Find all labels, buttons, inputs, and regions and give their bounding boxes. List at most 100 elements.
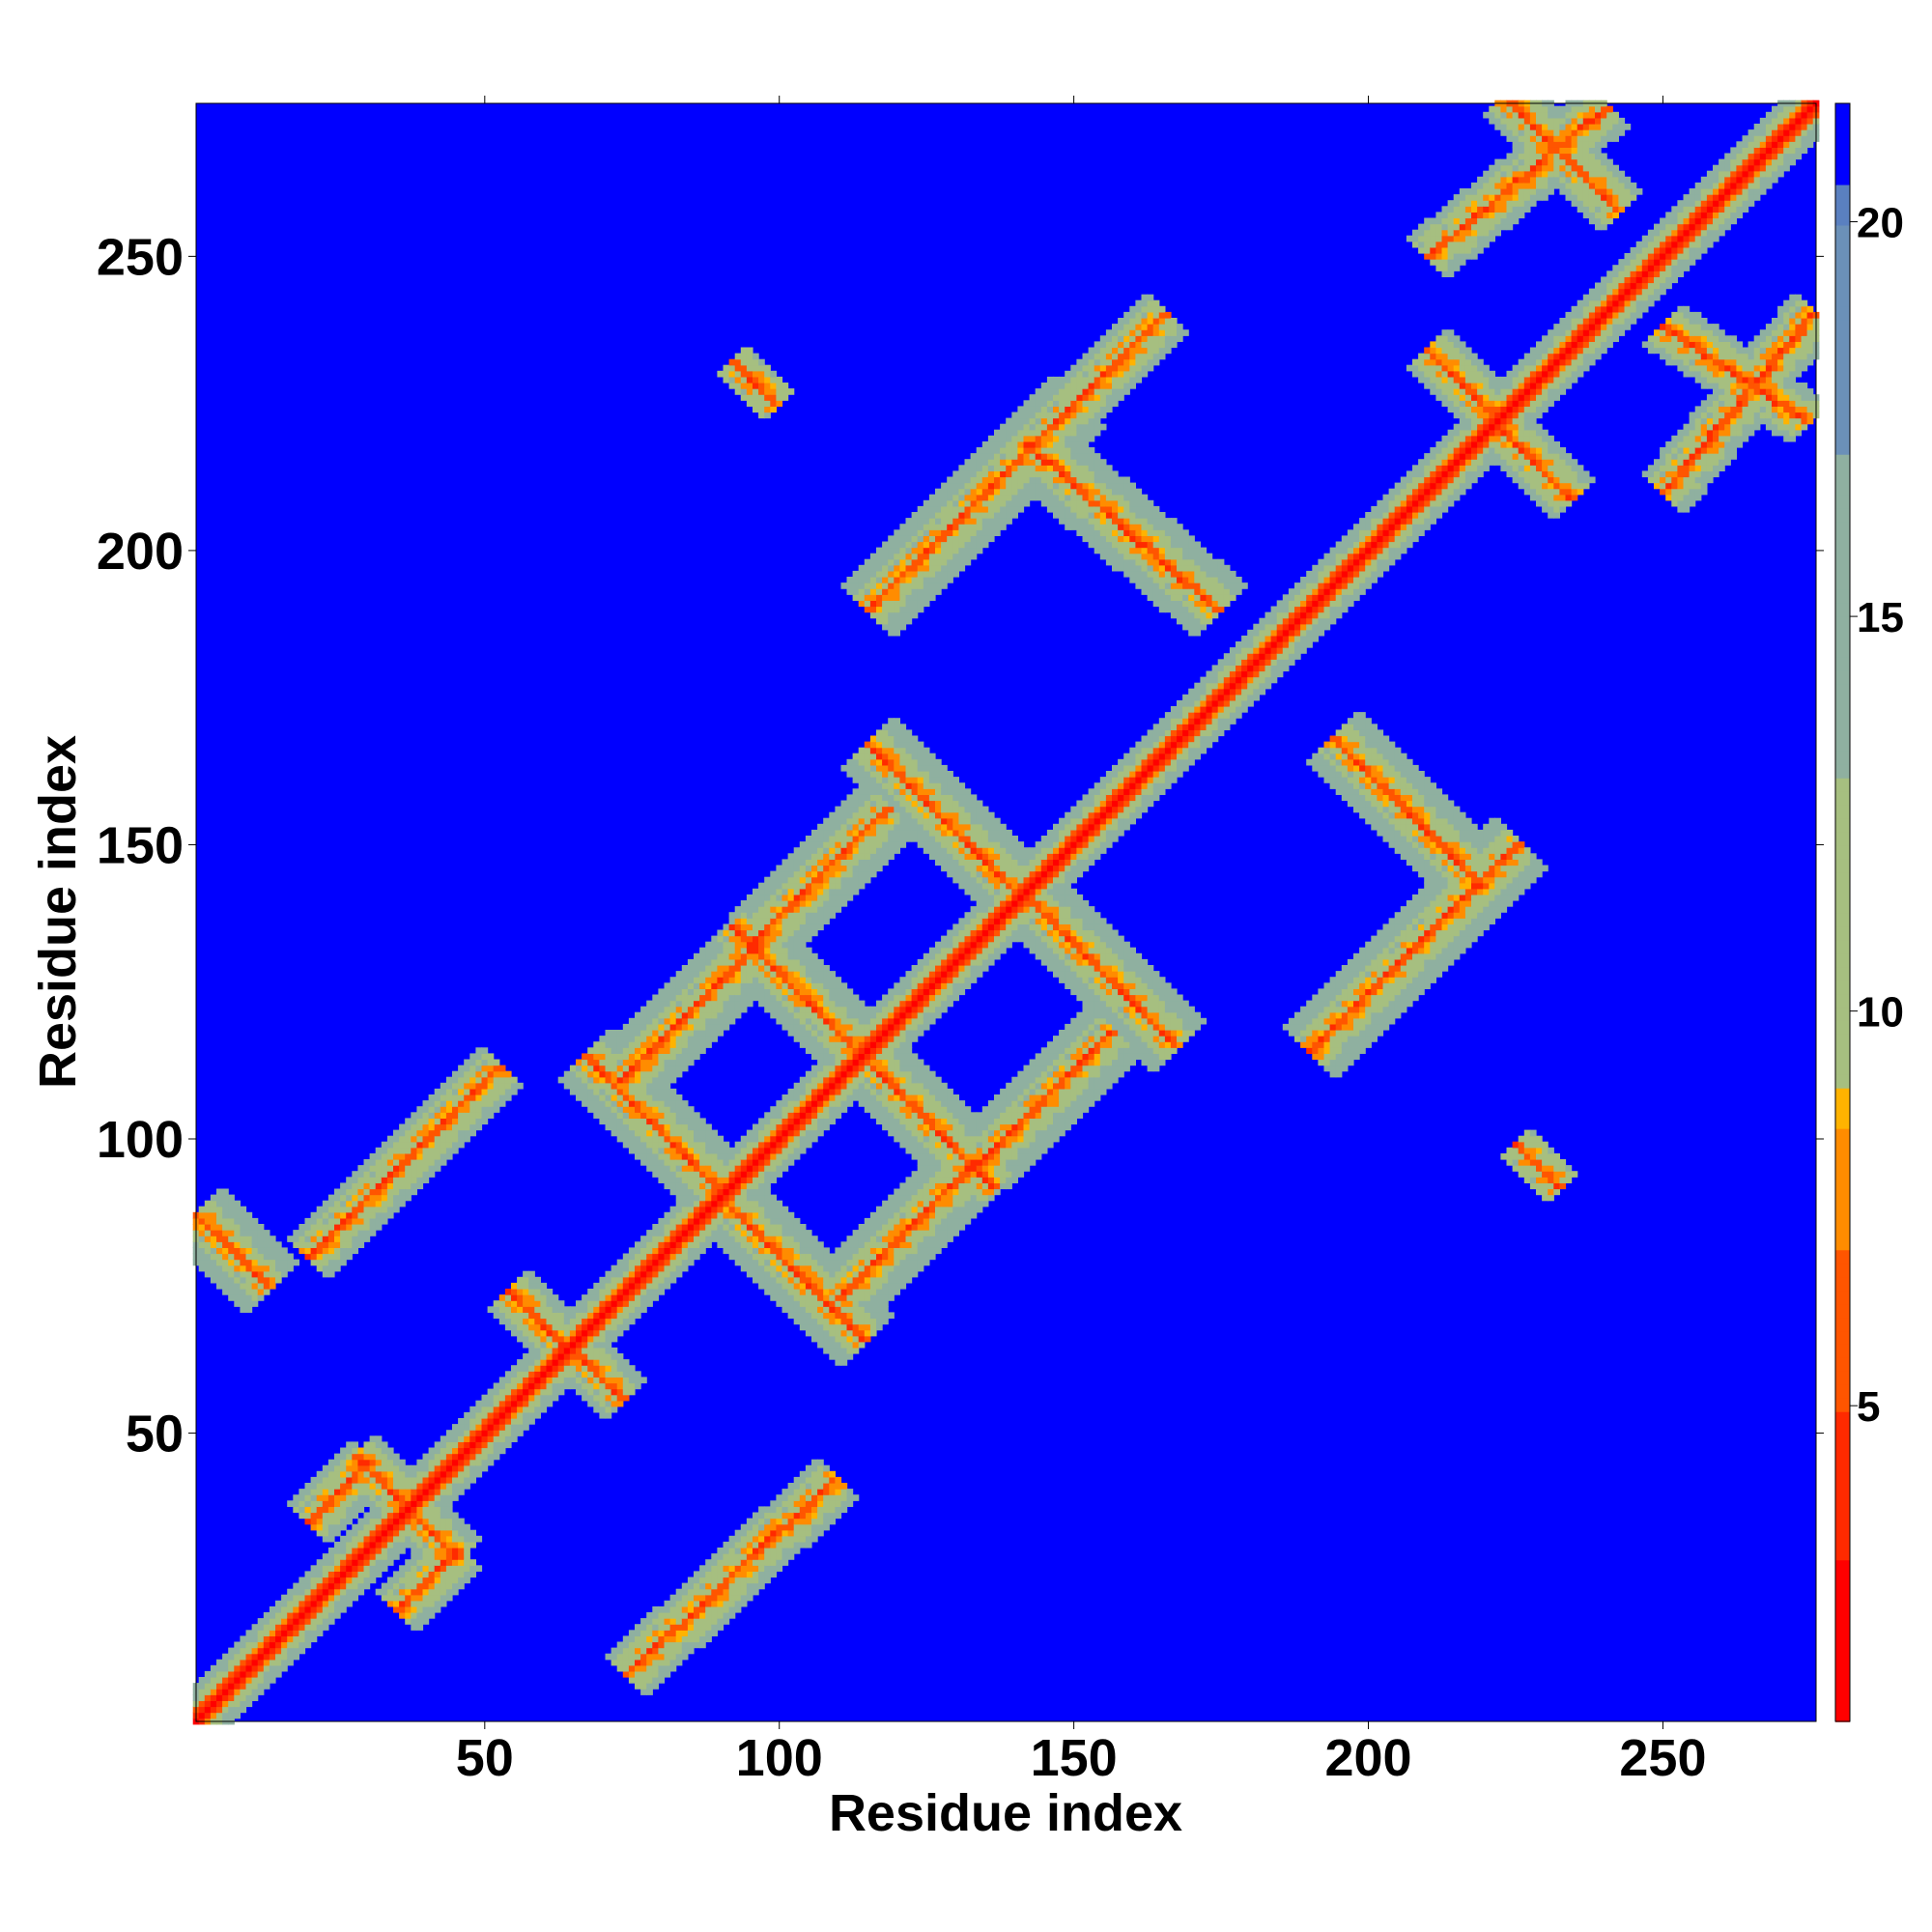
heatmap-cell: [546, 1394, 554, 1402]
heatmap-cell: [858, 865, 866, 872]
heatmap-cell: [487, 1447, 495, 1455]
heatmap-cell: [399, 1152, 406, 1160]
heatmap-cell: [734, 952, 742, 960]
heatmap-cell: [675, 1011, 683, 1019]
heatmap-cell: [440, 1100, 447, 1107]
heatmap-cell: [717, 1030, 724, 1037]
heatmap-cell: [728, 1571, 736, 1578]
heatmap-cell: [781, 906, 789, 913]
heatmap-cell: [770, 1123, 777, 1131]
heatmap-cell: [811, 1106, 818, 1113]
heatmap-cell: [740, 1147, 748, 1154]
heatmap-cell: [475, 1106, 483, 1113]
heatmap-cell: [511, 1300, 518, 1307]
heatmap-cell: [334, 1494, 341, 1501]
heatmap-cell: [322, 1624, 329, 1631]
heatmap-cell: [717, 971, 724, 978]
heatmap-cell: [776, 1112, 783, 1119]
heatmap-cell: [734, 1011, 742, 1019]
heatmap-cell: [210, 1264, 217, 1272]
heatmap-cell: [817, 1470, 824, 1478]
heatmap-cell: [846, 1247, 854, 1255]
heatmap-cell: [829, 1341, 836, 1349]
heatmap-cell: [251, 1664, 259, 1672]
heatmap-cell: [858, 570, 866, 578]
heatmap-cell: [858, 1059, 866, 1066]
heatmap-cell: [399, 1518, 406, 1525]
heatmap-cell: [817, 1076, 824, 1084]
heatmap-cell: [675, 1070, 683, 1078]
heatmap-cell: [840, 847, 848, 854]
heatmap-cell: [611, 1353, 618, 1360]
heatmap-cell: [746, 1152, 753, 1160]
heatmap-cell: [475, 1459, 483, 1466]
heatmap-cell: [846, 1059, 854, 1066]
heatmap-cell: [864, 800, 871, 808]
heatmap-cell: [352, 1548, 358, 1554]
heatmap-cell: [405, 1571, 412, 1578]
heatmap-cell: [357, 1535, 365, 1543]
heatmap-cell: [758, 1118, 765, 1125]
heatmap-cell: [399, 1500, 406, 1507]
heatmap-cell: [599, 1047, 607, 1054]
heatmap-cell: [811, 1094, 818, 1101]
heatmap-cell: [523, 1282, 529, 1290]
heatmap-cell: [428, 1512, 436, 1520]
heatmap-cell: [434, 1476, 441, 1484]
heatmap-cell: [753, 1188, 759, 1196]
heatmap-cell: [846, 1030, 854, 1037]
heatmap-cell: [728, 918, 736, 924]
heatmap-cell: [546, 1289, 554, 1295]
heatmap-cell: [487, 1394, 495, 1402]
heatmap-cell: [523, 1329, 529, 1337]
heatmap-cell: [440, 1559, 447, 1566]
heatmap-cell: [322, 1464, 329, 1472]
heatmap-cell: [557, 1076, 565, 1084]
heatmap-cell: [216, 1224, 223, 1231]
heatmap-cell: [764, 1141, 771, 1149]
heatmap-cell: [764, 400, 771, 407]
heatmap-cell: [864, 1047, 871, 1054]
heatmap-cell: [411, 1171, 417, 1178]
heatmap-cell: [557, 1341, 565, 1349]
heatmap-cell: [275, 1670, 282, 1678]
heatmap-cell: [675, 1264, 683, 1272]
heatmap-cell: [723, 982, 730, 989]
heatmap-cell: [263, 1635, 270, 1643]
heatmap-cell: [234, 1289, 241, 1295]
heatmap-cell: [711, 1011, 718, 1019]
heatmap-cell: [793, 1247, 801, 1255]
heatmap-cell: [222, 1230, 229, 1236]
heatmap-cell: [699, 1017, 706, 1025]
heatmap-cell: [675, 1259, 683, 1266]
heatmap-cell: [357, 1217, 365, 1225]
heatmap-cell: [304, 1577, 312, 1584]
heatmap-cell: [687, 1594, 695, 1602]
heatmap-cell: [740, 1582, 748, 1590]
heatmap-cell: [675, 1253, 683, 1261]
heatmap-cell: [498, 1082, 506, 1090]
heatmap-cell: [552, 1388, 559, 1396]
heatmap-cell: [858, 794, 866, 802]
heatmap-cell: [770, 900, 777, 907]
heatmap-cell: [357, 1577, 365, 1584]
heatmap-cell: [764, 1112, 771, 1119]
heatmap-cell: [840, 1070, 848, 1078]
heatmap-cell: [694, 1123, 700, 1131]
heatmap-cell: [699, 1141, 706, 1149]
heatmap-cell: [399, 1594, 406, 1602]
heatmap-cell: [829, 1112, 836, 1119]
heatmap-cell: [458, 1535, 465, 1543]
heatmap-cell: [770, 1206, 777, 1213]
heatmap-cell: [611, 1282, 618, 1290]
heatmap-cell: [369, 1152, 377, 1160]
heatmap-cell: [369, 1200, 377, 1208]
heatmap-cell: [669, 1659, 677, 1666]
heatmap-cell: [835, 982, 842, 989]
heatmap-cell: [793, 1500, 801, 1507]
heatmap-cell: [840, 1318, 848, 1325]
heatmap-cell: [640, 1036, 647, 1042]
heatmap-cell: [422, 1135, 430, 1143]
heatmap-cell: [681, 1206, 689, 1213]
heatmap-cell: [823, 1483, 830, 1490]
